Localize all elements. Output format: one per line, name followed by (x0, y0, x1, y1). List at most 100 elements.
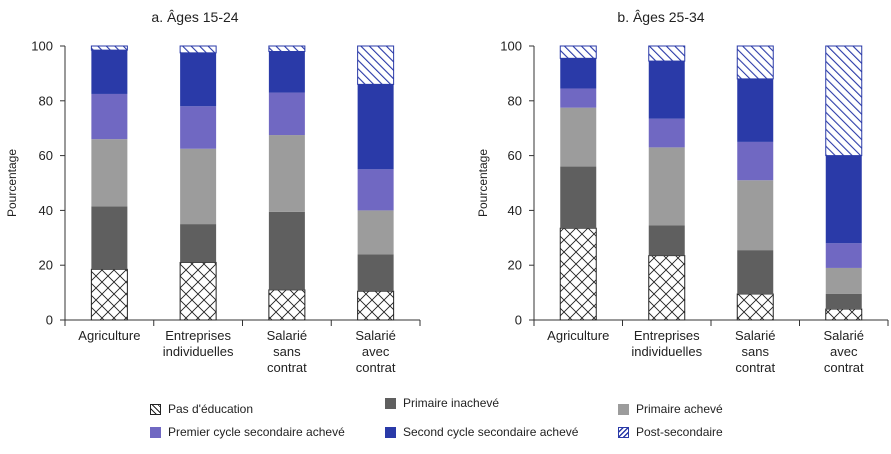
bar-segment (91, 93, 128, 140)
legend-swatch-dark-gray (385, 397, 396, 409)
x-tick-label-line: Salarié (355, 328, 395, 343)
bar-segment (825, 293, 862, 310)
legend: Pas d'éducation Primaire inachevé Primai… (150, 394, 850, 454)
y-axis-label: Pourcentage (476, 149, 490, 217)
x-tick-label-line: Salarié (824, 328, 864, 343)
bar-segment (268, 211, 305, 290)
legend-label: Premier cycle secondaire achevé (168, 425, 345, 439)
legend-label: Post-secondaire (636, 425, 723, 439)
bar-segment (90, 268, 128, 321)
y-tick-label: 60 (39, 148, 53, 163)
bar-segment (648, 118, 685, 148)
y-tick-label: 40 (39, 203, 53, 218)
bar-segment (91, 50, 128, 94)
bar-segment (180, 52, 217, 107)
x-tick-label-line: contrat (267, 360, 307, 375)
bar-segment (825, 267, 862, 294)
bar-segment (268, 289, 306, 321)
x-tick-label: Agriculture (78, 328, 140, 343)
x-tick-label-line: individuelles (631, 344, 702, 359)
bar-segment (268, 135, 305, 212)
bar-segment (825, 308, 863, 321)
y-tick-label: 20 (39, 258, 53, 273)
x-tick-label-line: Salarié (735, 328, 775, 343)
legend-label: Pas d'éducation (168, 402, 254, 416)
y-tick-label: 0 (515, 313, 522, 328)
y-tick-label: 60 (508, 148, 522, 163)
legend-swatch-blue (385, 426, 396, 438)
legend-item-second-cycle: Second cycle secondaire achevé (385, 425, 578, 439)
x-tick-label-line: contrat (735, 360, 775, 375)
bar-segment (268, 51, 305, 93)
bar-segment (737, 141, 774, 181)
legend-swatch-diagonal (618, 426, 629, 438)
bar-segment (268, 92, 305, 136)
x-tick-label: Entreprises individuelles (631, 328, 702, 359)
bar-segment (357, 84, 394, 170)
legend-swatch-crosshatch (150, 403, 161, 415)
bar-segment (648, 147, 685, 226)
bar-segment (268, 45, 306, 52)
legend-label: Primaire achevé (636, 402, 723, 416)
bar-segment (180, 224, 217, 263)
legend-item-post-secondaire: Post-secondaire (618, 425, 723, 439)
bar-segment (357, 254, 394, 292)
y-tick-label: 80 (39, 93, 53, 108)
x-tick-label-line: contrat (824, 360, 864, 375)
bar-segment (559, 45, 597, 59)
x-tick-label-line: avec (830, 344, 858, 359)
bar-segment (357, 45, 395, 85)
bar-segment (825, 45, 863, 157)
x-tick-label-line: Agriculture (78, 328, 140, 343)
legend-label: Primaire inachevé (403, 396, 500, 410)
bar-segment (560, 107, 597, 167)
bar-segment (648, 61, 685, 119)
y-tick-label: 20 (508, 258, 522, 273)
x-tick-label-line: Agriculture (547, 328, 609, 343)
y-tick-label: 80 (508, 93, 522, 108)
legend-label: Second cycle secondaire achevé (403, 425, 579, 439)
y-tick-label: 40 (508, 203, 522, 218)
bar-segment (559, 227, 597, 321)
panel-ages-15-24: a. Âges 15-24 Pourcentage 0 20 40 60 80 100 Agri… (5, 9, 421, 375)
x-tick-label-line: Entreprises (634, 328, 700, 343)
x-tick-label: Salarié avec contrat (824, 328, 864, 375)
chart-title: b. Âges 25-34 (617, 9, 704, 25)
bar-segment (736, 45, 774, 80)
legend-swatch-light-gray (618, 403, 629, 415)
x-tick-label-line: Salarié (267, 328, 307, 343)
y-tick-label: 100 (500, 39, 522, 54)
bar-segment (736, 293, 774, 321)
legend-item-premier-cycle: Premier cycle secondaire achevé (150, 425, 345, 439)
bar-segment (648, 255, 686, 321)
x-tick-label-line: contrat (356, 360, 396, 375)
bar-segment (180, 106, 217, 149)
bar-segment (179, 261, 217, 321)
bar-segment (737, 250, 774, 294)
x-tick-label-line: Entreprises (165, 328, 231, 343)
bar-segment (560, 166, 597, 229)
bar-segment (825, 243, 862, 268)
bar-segment (825, 155, 862, 244)
y-tick-label: 100 (31, 39, 53, 54)
bar-segment (648, 45, 686, 62)
bar-segment (737, 78, 774, 142)
bar-segment (737, 180, 774, 251)
bar-segment (179, 45, 217, 54)
legend-swatch-purple (150, 426, 161, 438)
x-tick-label: Salarié sans contrat (267, 328, 307, 375)
x-tick-label-line: avec (362, 344, 390, 359)
legend-item-pas-education: Pas d'éducation (150, 402, 253, 416)
bar-segment (357, 290, 395, 321)
panel-ages-25-34: b. Âges 25-34 Pourcentage 0 20 40 60 80 100 Agri… (476, 9, 889, 375)
x-tick-label-line: individuelles (163, 344, 234, 359)
y-tick-label: 0 (46, 313, 53, 328)
x-tick-label-line: sans (273, 344, 301, 359)
chart-title: a. Âges 15-24 (151, 9, 238, 25)
bar-segment (90, 45, 128, 51)
bar-segment (560, 58, 597, 89)
x-tick-label: Entreprises individuelles (163, 328, 234, 359)
bar-segment (560, 88, 597, 108)
bar-segment (91, 139, 128, 207)
